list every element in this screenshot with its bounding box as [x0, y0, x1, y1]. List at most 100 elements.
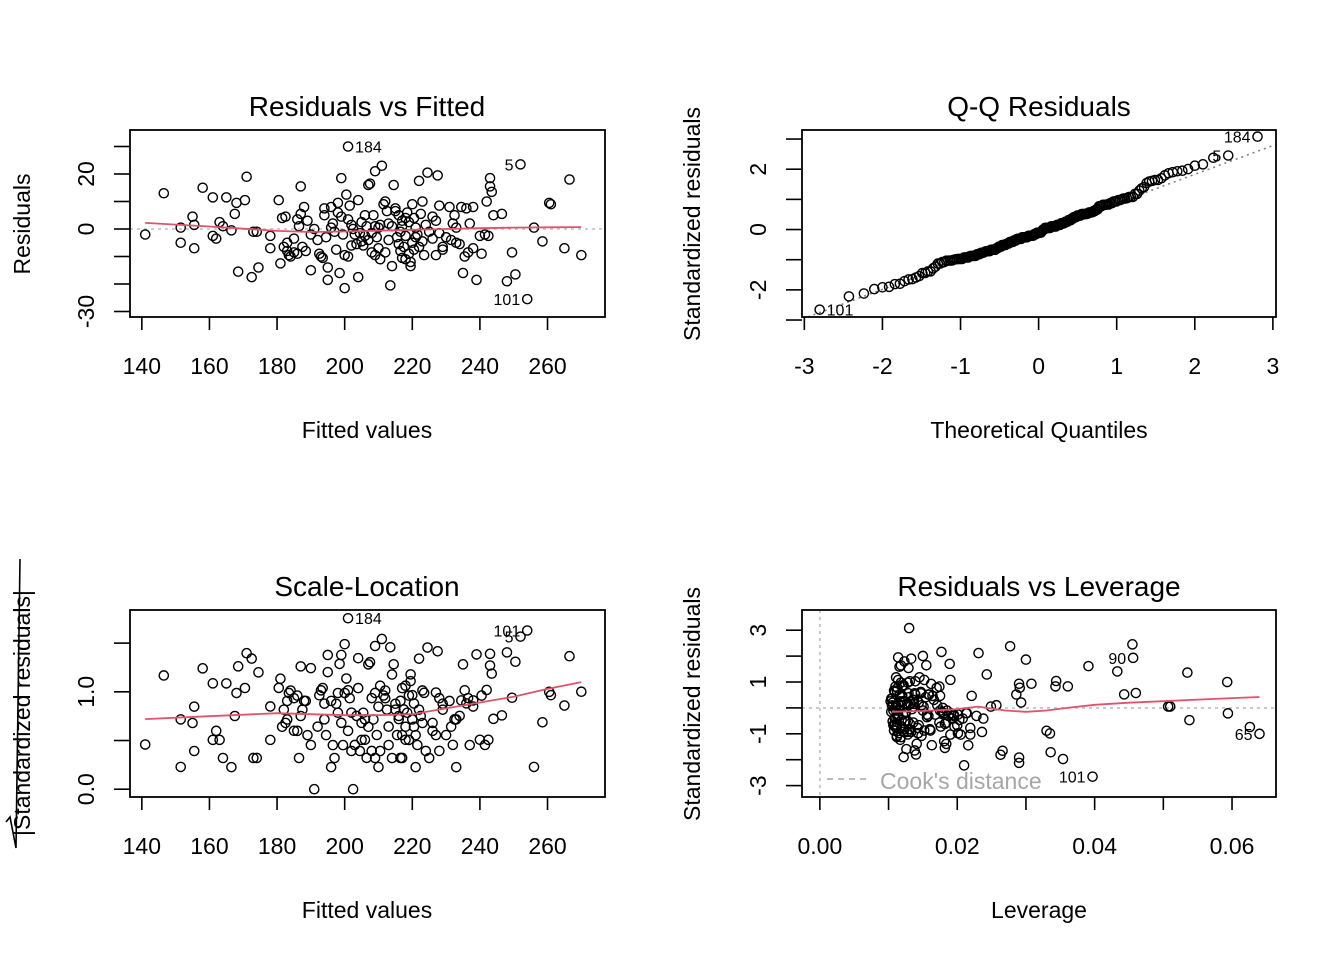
- data-point: [1244, 721, 1256, 733]
- data-point: [955, 729, 966, 740]
- data-point: [909, 745, 920, 756]
- data-point: [374, 253, 386, 265]
- data-point: [385, 642, 396, 653]
- data-point: [305, 229, 317, 240]
- data-point: [401, 207, 413, 218]
- data-point: [273, 682, 285, 694]
- data-point: [457, 267, 469, 279]
- data-point: [371, 729, 383, 741]
- data-point: [386, 752, 398, 764]
- x-axis-label: Leverage: [991, 897, 1087, 923]
- data-point: [300, 695, 312, 707]
- data-point: [385, 280, 396, 291]
- data-point: [239, 194, 251, 206]
- data-point: [417, 717, 428, 729]
- data-point: [992, 242, 1004, 254]
- data-point: [1087, 771, 1098, 782]
- data-point: [400, 680, 411, 692]
- data-point: [432, 170, 443, 181]
- plot-contents: [805, 131, 1276, 317]
- data-point: [241, 171, 252, 183]
- data-point: [214, 734, 225, 746]
- data-point: [334, 658, 345, 670]
- data-point: [207, 192, 219, 203]
- data-point: [410, 222, 421, 233]
- data-point: [241, 647, 252, 659]
- data-point: [351, 238, 362, 250]
- data-point: [916, 699, 927, 711]
- data-point: [251, 226, 263, 238]
- data-point: [302, 729, 313, 741]
- data-point: [335, 172, 347, 184]
- data-point: [889, 278, 901, 290]
- y-tick-label: -1: [745, 724, 771, 744]
- data-point: [1182, 163, 1194, 175]
- x-tick-label: 0.04: [1072, 833, 1117, 859]
- data-point: [217, 752, 229, 764]
- data-point: [1014, 682, 1026, 694]
- data-point: [945, 674, 956, 686]
- point-label: 184: [1224, 130, 1251, 147]
- plot-frame: [801, 609, 1277, 798]
- data-point: [346, 240, 357, 251]
- point-label: 5: [1212, 149, 1221, 166]
- data-point: [1050, 681, 1061, 692]
- data-point: [320, 231, 332, 243]
- x-tick-label: 140: [123, 353, 161, 379]
- data-point: [1163, 167, 1174, 179]
- data-point: [450, 761, 462, 773]
- data-point: [1254, 728, 1265, 740]
- plot-frame: [801, 129, 1277, 318]
- data-point: [427, 233, 438, 244]
- data-point: [376, 633, 388, 645]
- data-point: [417, 196, 428, 207]
- data-point: [1041, 725, 1052, 737]
- x-axis-label: Fitted values: [302, 897, 432, 923]
- data-point: [412, 739, 423, 751]
- y-tick-label: 0: [745, 223, 771, 236]
- data-point: [537, 236, 548, 247]
- data-point: [434, 200, 445, 211]
- data-point: [232, 266, 244, 277]
- data-point: [467, 242, 479, 254]
- data-point: [545, 198, 557, 210]
- data-point: [361, 752, 372, 764]
- data-point: [1208, 152, 1219, 164]
- data-point: [496, 710, 508, 721]
- data-point: [175, 222, 187, 233]
- data-point: [564, 174, 575, 185]
- data-point: [454, 710, 465, 722]
- data-point: [378, 198, 389, 210]
- data-point: [576, 249, 587, 261]
- data-point: [444, 201, 455, 213]
- data-point: [936, 646, 947, 658]
- data-point: [415, 710, 427, 722]
- data-point: [335, 211, 347, 222]
- data-point: [248, 752, 259, 764]
- data-point: [985, 701, 997, 712]
- data-point: [1049, 221, 1061, 232]
- data-point: [352, 682, 364, 694]
- data-point: [528, 761, 540, 773]
- data-point: [368, 209, 379, 221]
- data-point: [376, 160, 388, 172]
- data-point: [417, 236, 428, 247]
- data-point: [188, 745, 200, 757]
- data-point: [449, 209, 460, 221]
- sqrt-symbol: [5, 558, 21, 849]
- data-point: [175, 237, 187, 249]
- data-point: [253, 262, 264, 273]
- x-tick-label: -3: [794, 353, 814, 379]
- data-point: [302, 215, 313, 227]
- data-point: [897, 680, 909, 691]
- data-point: [295, 661, 307, 672]
- data-point: [1127, 639, 1138, 650]
- data-point: [379, 196, 391, 207]
- data-point: [461, 203, 472, 214]
- data-point: [430, 249, 442, 261]
- data-point: [925, 725, 936, 736]
- data-point: [413, 704, 425, 715]
- data-point: [422, 642, 433, 653]
- data-point: [467, 695, 479, 706]
- data-point: [305, 264, 317, 276]
